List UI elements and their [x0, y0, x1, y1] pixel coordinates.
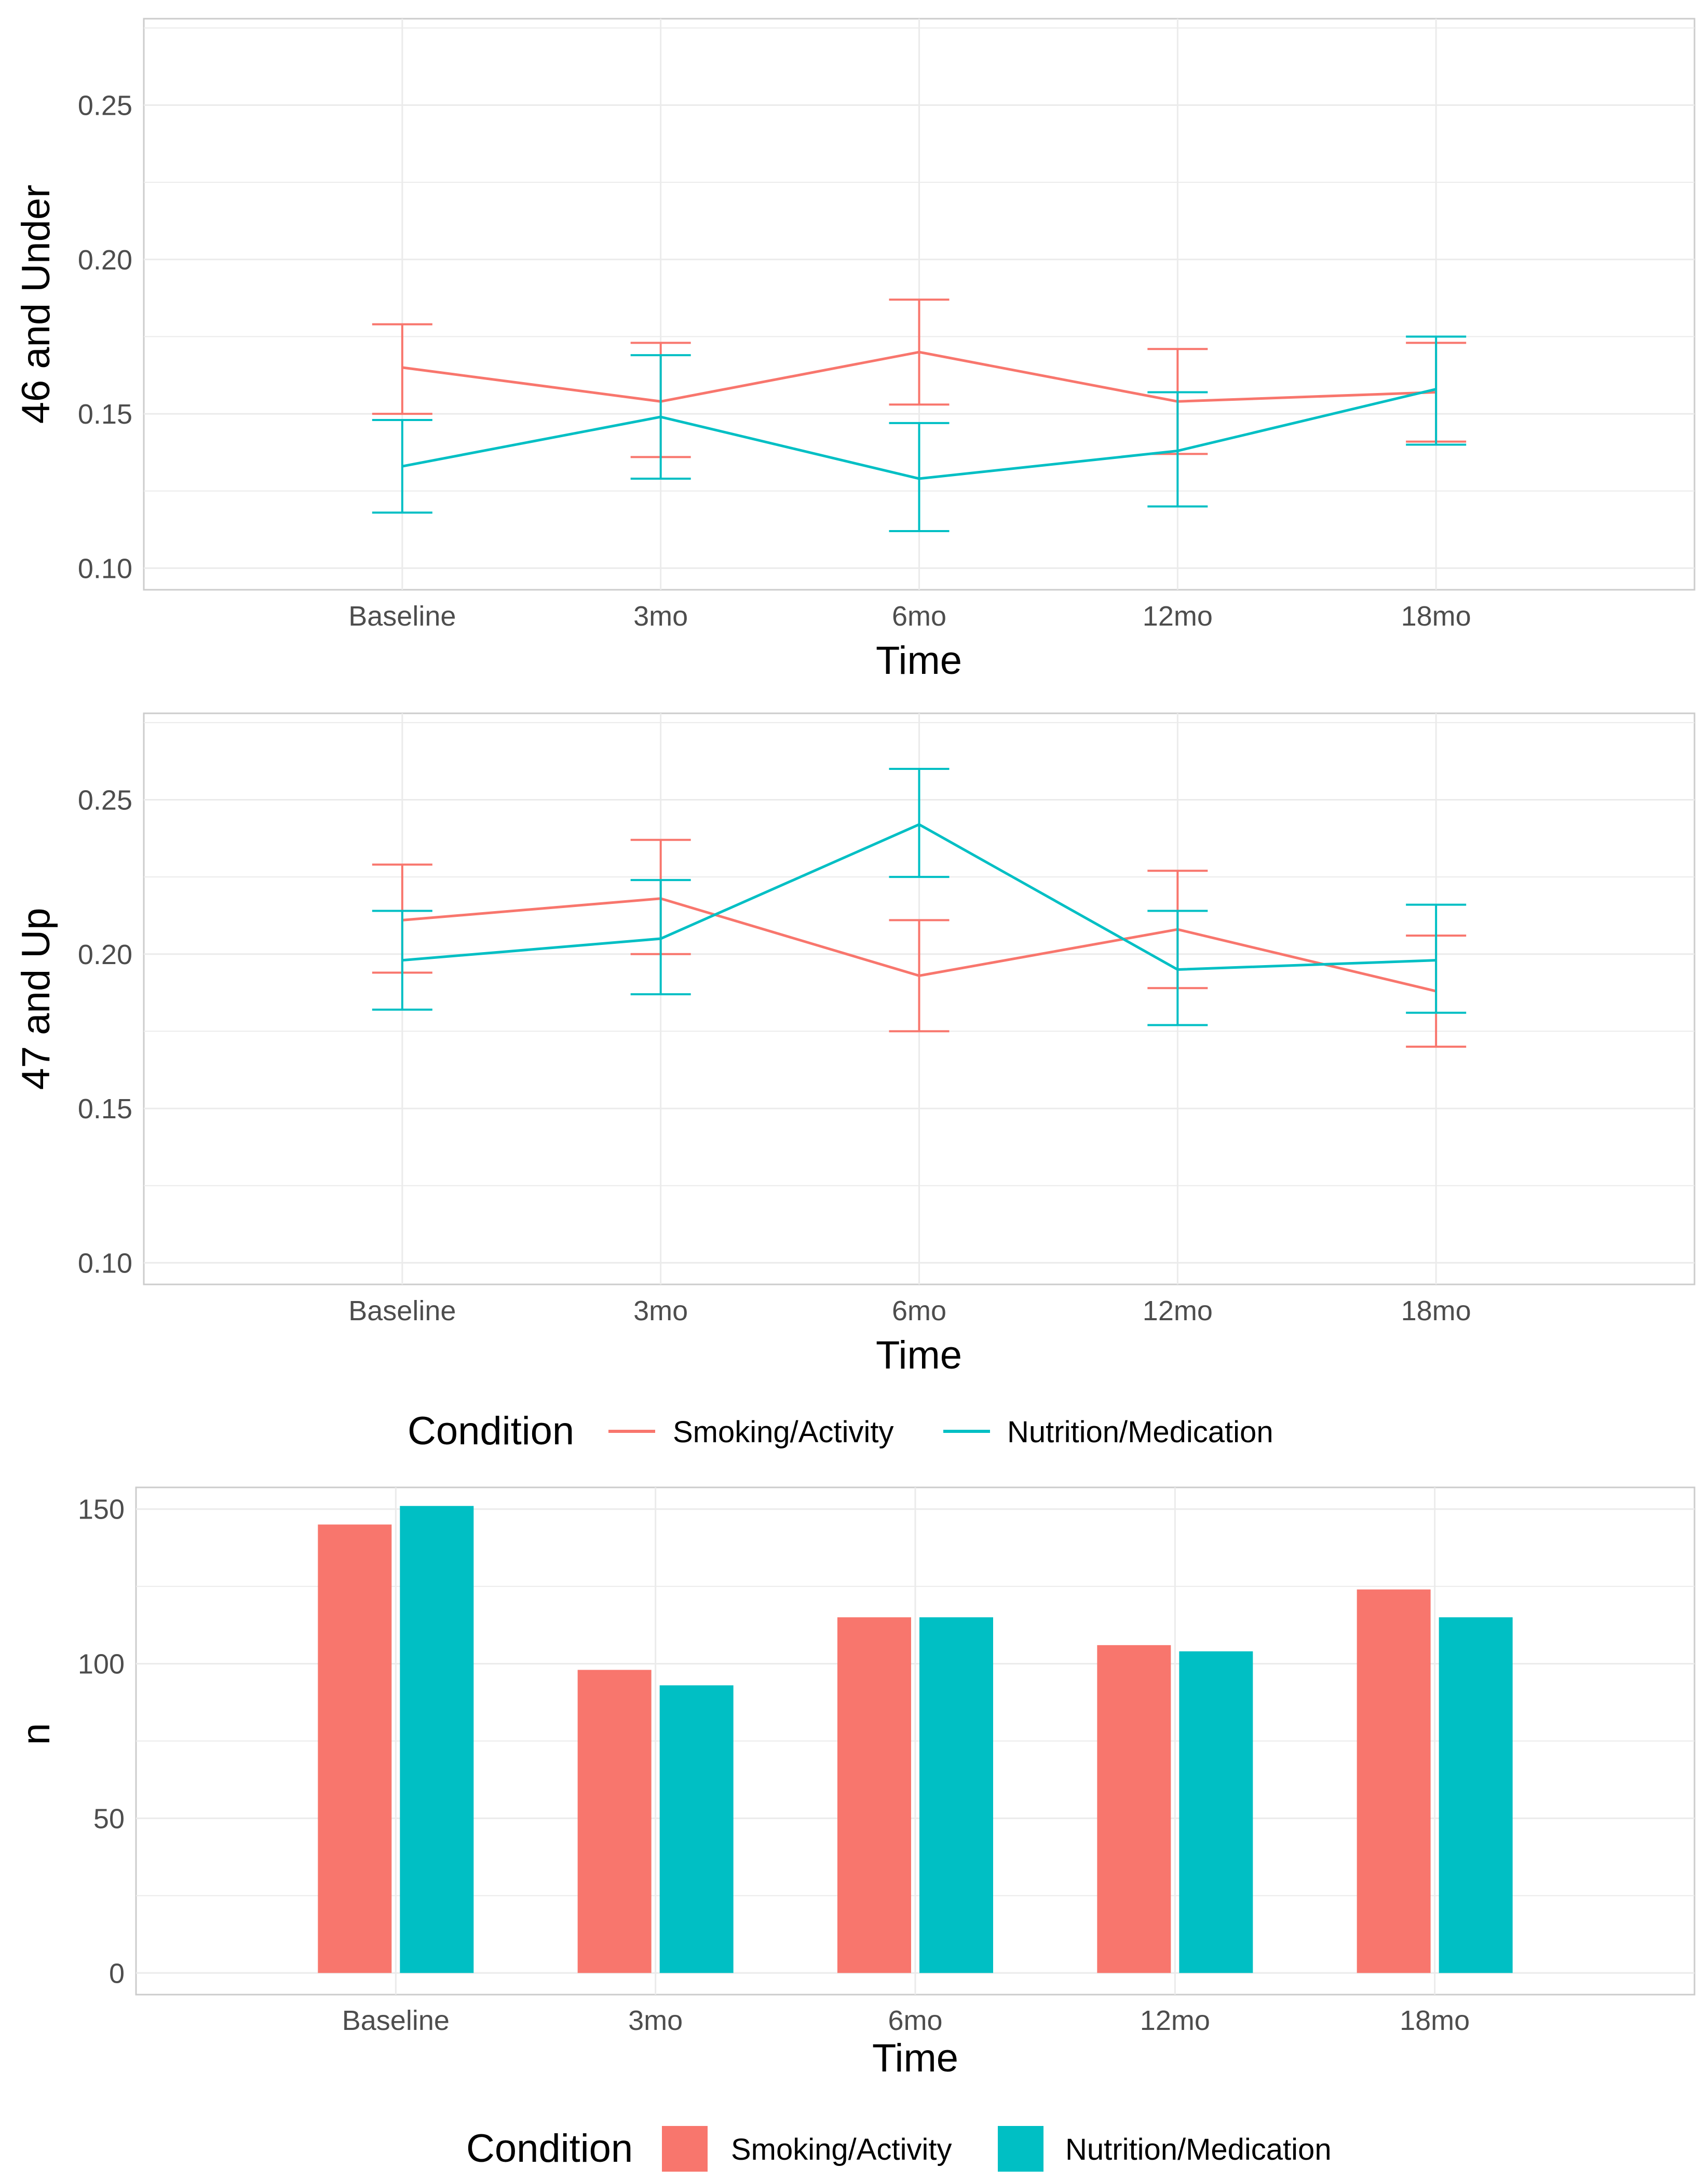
- bar-smoking-activity-baseline: [318, 1524, 392, 1973]
- y-axis-title: 46 and Under: [14, 185, 58, 424]
- legend-title: Condition: [408, 1409, 574, 1453]
- y-axis-title: n: [14, 1723, 58, 1745]
- legend-swatch-nutrition: [998, 2126, 1043, 2172]
- x-tick-label: 12mo: [1140, 2005, 1210, 2036]
- errorbar-nutrition-medication-12mo: [1147, 391, 1208, 508]
- legend-title: Condition: [466, 2126, 633, 2171]
- bar-smoking-activity-12mo: [1097, 1645, 1171, 1973]
- x-tick-label: 12mo: [1143, 601, 1213, 632]
- x-tick-label: 3mo: [628, 2005, 683, 2036]
- errorbar-nutrition-medication-18mo: [1406, 335, 1467, 446]
- x-tick-label: 18mo: [1401, 601, 1471, 632]
- y-tick-labels: 0.10 0.15 0.20 0.25: [78, 784, 132, 1279]
- legend-swatch-smoking: [662, 2126, 708, 2172]
- y-axis-title: 47 and Up: [14, 908, 58, 1090]
- bar-nutrition-medication-18mo: [1439, 1617, 1513, 1973]
- errorbar-smoking-activity-6mo: [889, 919, 950, 1033]
- y-tick-label: 0.20: [78, 939, 132, 970]
- errorbar-nutrition-medication-18mo: [1406, 903, 1467, 1014]
- x-tick-label: 12mo: [1143, 1295, 1213, 1326]
- x-axis-title: Time: [872, 2036, 958, 2080]
- y-tick-label: 0.20: [78, 245, 132, 276]
- y-tick-label: 150: [78, 1494, 125, 1525]
- errorbar-nutrition-medication-baseline: [372, 418, 432, 514]
- legend-label-nutrition: Nutrition/Medication: [1007, 1415, 1273, 1449]
- data-marks: [372, 299, 1467, 533]
- x-tick-label: 18mo: [1400, 2005, 1470, 2036]
- bar-nutrition-medication-baseline: [400, 1506, 474, 1973]
- x-axis-title: Time: [876, 639, 962, 683]
- data-marks: [372, 768, 1467, 1048]
- x-tick-labels: Baseline 3mo 6mo 12mo 18mo: [348, 601, 1471, 632]
- y-tick-labels: 0 50 100 150: [78, 1494, 125, 1989]
- bar-nutrition-medication-3mo: [659, 1685, 734, 1973]
- y-tick-labels: 0.10 0.15 0.20 0.25: [78, 90, 132, 584]
- y-tick-label: 0.15: [78, 1093, 132, 1125]
- errorbar-nutrition-medication-baseline: [372, 910, 432, 1011]
- errorbar-nutrition-medication-3mo: [630, 879, 691, 996]
- x-tick-label: Baseline: [342, 2005, 450, 2036]
- x-axis-title: Time: [876, 1333, 962, 1377]
- legend-label-smoking: Smoking/Activity: [673, 1415, 893, 1449]
- data-marks: [318, 1506, 1513, 1973]
- errorbar-smoking-activity-baseline: [372, 323, 432, 415]
- x-tick-label: 6mo: [892, 601, 946, 632]
- y-tick-label: 0.10: [78, 553, 132, 584]
- errorbar-nutrition-medication-3mo: [630, 354, 691, 480]
- bar-nutrition-medication-6mo: [919, 1617, 993, 1973]
- x-tick-label: 6mo: [888, 2005, 942, 2036]
- x-tick-label: Baseline: [348, 601, 456, 632]
- x-tick-label: 3mo: [633, 1295, 688, 1326]
- gridlines: [136, 1487, 1695, 1995]
- errorbar-nutrition-medication-6mo: [889, 422, 950, 533]
- x-tick-label: 18mo: [1401, 1295, 1471, 1326]
- x-tick-labels: Baseline 3mo 6mo 12mo 18mo: [342, 2005, 1470, 2036]
- y-tick-label: 0.25: [78, 784, 132, 816]
- legend-label-nutrition: Nutrition/Medication: [1065, 2133, 1332, 2166]
- bar-smoking-activity-3mo: [577, 1670, 652, 1973]
- panel-counts: 0 50 100 150 Baseline 3mo 6mo 12mo 18mo Time n: [14, 1486, 1696, 2080]
- legend-bars: Condition Smoking/Activity Nutrition/Med…: [466, 2126, 1332, 2172]
- bar-smoking-activity-18mo: [1357, 1589, 1431, 1973]
- x-tick-label: 6mo: [892, 1295, 946, 1326]
- y-tick-label: 0.15: [78, 399, 132, 430]
- y-tick-label: 0: [109, 1958, 125, 1989]
- panel-47-and-up: 0.100.150.200.25 Baseline 3mo 6mo 12mo 18mo …: [14, 712, 1696, 1377]
- bar-smoking-activity-6mo: [837, 1617, 911, 1973]
- errorbar-nutrition-medication-12mo: [1147, 910, 1208, 1026]
- errorbar-smoking-activity-6mo: [889, 299, 950, 406]
- y-tick-label: 100: [78, 1649, 125, 1680]
- panel-46-and-under: 0.100.150.200.25 Baseline 3mo 6mo 12mo 18mo …: [14, 18, 1696, 683]
- y-tick-label: 50: [93, 1803, 125, 1834]
- errorbar-nutrition-medication-6mo: [889, 768, 950, 878]
- x-tick-labels: Baseline 3mo 6mo 12mo 18mo: [348, 1295, 1471, 1326]
- y-tick-label: 0.10: [78, 1248, 132, 1279]
- legend-label-smoking: Smoking/Activity: [731, 2133, 952, 2166]
- x-tick-label: 3mo: [633, 601, 688, 632]
- bar-nutrition-medication-12mo: [1179, 1651, 1253, 1973]
- x-tick-label: Baseline: [348, 1295, 456, 1326]
- y-tick-label: 0.25: [78, 90, 132, 121]
- legend-lines: Condition Smoking/Activity Nutrition/Med…: [408, 1409, 1273, 1453]
